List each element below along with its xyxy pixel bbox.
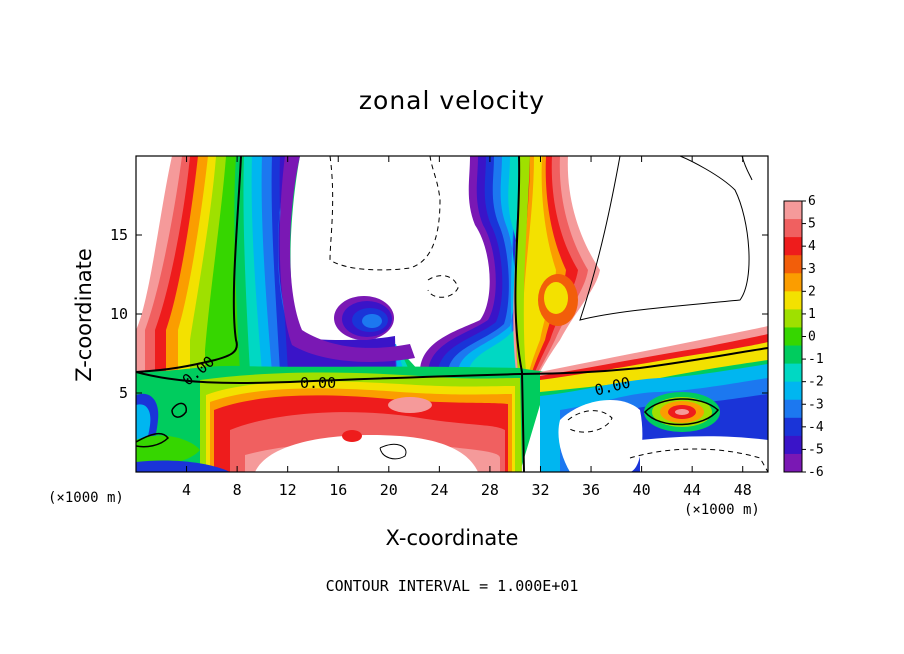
y-tick-label: 5 [119, 384, 128, 402]
colorbar-swatch [784, 219, 802, 238]
colorbar-swatch [784, 309, 802, 328]
colorbar-swatch [784, 435, 802, 455]
colorbar-tick-label: 3 [808, 262, 816, 277]
contour-lines [136, 156, 768, 472]
colorbar-swatch [784, 327, 802, 347]
x-tick-label: 36 [582, 481, 600, 499]
x-tick-label: 48 [734, 481, 752, 499]
colorbar-tick-label: -6 [808, 465, 824, 480]
y-tick-label: 15 [110, 226, 128, 244]
colorbar-tick-label: -2 [808, 375, 824, 390]
colorbar-tick-label: -1 [808, 352, 824, 367]
colorbar-swatch [784, 237, 802, 256]
x-tick-label: 4 [182, 481, 191, 499]
colorbar-tick-label: -5 [808, 442, 824, 457]
x-tick-label: 12 [279, 481, 297, 499]
y-axis-label: Z-coordinate [72, 248, 96, 382]
colorbar-tick-label: 6 [808, 194, 816, 209]
colorbar-swatch [784, 417, 802, 437]
contour-interval-note: CONTOUR INTERVAL = 1.000E+01 [325, 577, 579, 595]
colorbar-swatch [784, 273, 802, 292]
colorbar-swatch [784, 201, 802, 220]
x-axis-label: X-coordinate [385, 526, 519, 550]
x-tick-label: 20 [380, 481, 398, 499]
colorbar-tick-label: 2 [808, 284, 816, 299]
x-unit-label-left: (×1000 m) [48, 490, 124, 506]
colorbar-swatch [784, 399, 802, 419]
colorbar-tick-label: -3 [808, 397, 824, 412]
colorbar-tick-label: 0 [808, 330, 816, 345]
colorbar-swatch [784, 345, 802, 365]
colorbar-tick-label: 1 [808, 307, 816, 322]
x-tick-label: 32 [531, 481, 549, 499]
contour-label: 0.00 [300, 374, 336, 392]
chart-title: zonal velocity [358, 86, 546, 115]
x-tick-label: 44 [683, 481, 701, 499]
colorbar-swatch [784, 453, 802, 473]
x-unit-label-right: (×1000 m) [684, 502, 760, 518]
x-tick-label: 24 [430, 481, 448, 499]
x-tick-label: 28 [481, 481, 499, 499]
x-tick-label: 16 [329, 481, 347, 499]
colorbar-swatch [784, 381, 802, 401]
colorbar-tick-label: -4 [808, 420, 824, 435]
colorbar-swatch [784, 291, 802, 310]
x-axis: 4 8 12 16 20 24 28 32 36 40 44 48 [182, 156, 752, 499]
x-tick-label: 8 [233, 481, 242, 499]
colorbar-swatch [784, 363, 802, 383]
y-tick-label: 10 [110, 305, 128, 323]
x-tick-label: 40 [633, 481, 651, 499]
y-axis: 5 10 15 [110, 226, 768, 402]
colorbar: 6 5 4 3 2 1 0 -1 -2 -3 -4 -5 -6 [783, 194, 824, 480]
colorbar-swatch [784, 255, 802, 274]
colorbar-tick-label: 5 [808, 217, 816, 232]
colorbar-tick-label: 4 [808, 239, 816, 254]
